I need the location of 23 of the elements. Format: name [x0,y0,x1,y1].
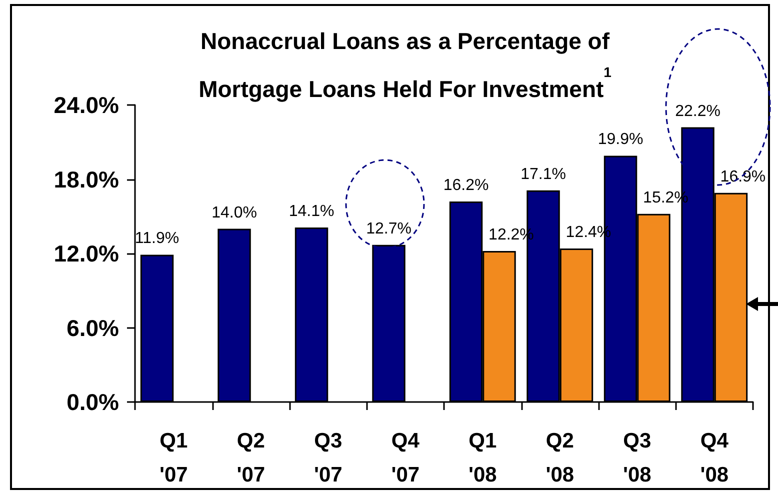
y-tick-label: 0.0% [66,389,119,415]
data-label: 17.1% [520,166,566,183]
x-tick-label: Q2 '08 [546,430,574,486]
y-tick-label: 6.0% [66,314,119,341]
chart-title: Nonaccrual Loans as a Percentage of Mortgage Loans Held For Investment1 [198,28,612,102]
data-label: 22.2% [675,102,720,120]
x-tick-label: Q3 '07 [314,430,342,486]
data-label: 14.1% [288,203,334,220]
data-label: 11.9% [134,230,180,248]
y-tick-label: 12.0% [54,240,119,266]
data-label: 19.9% [598,131,644,148]
data-label: 16.2% [443,177,489,194]
y-tick-label: 24.0% [54,92,119,118]
data-label: 12.7% [366,220,412,238]
data-label: 14.0% [212,204,257,222]
x-tick-label: Q2 '07 [236,430,266,486]
x-tick-label: Q4 '07 [391,430,420,486]
x-tick-label: Q3 '08 [622,430,652,486]
data-label: 16.9% [720,168,766,186]
y-tick-label: 18.0% [54,166,119,192]
x-tick-label: Q1 '08 [468,430,498,486]
x-tick-label: Q1 '07 [159,430,188,486]
x-tick-label: Q4 '08 [700,430,729,486]
